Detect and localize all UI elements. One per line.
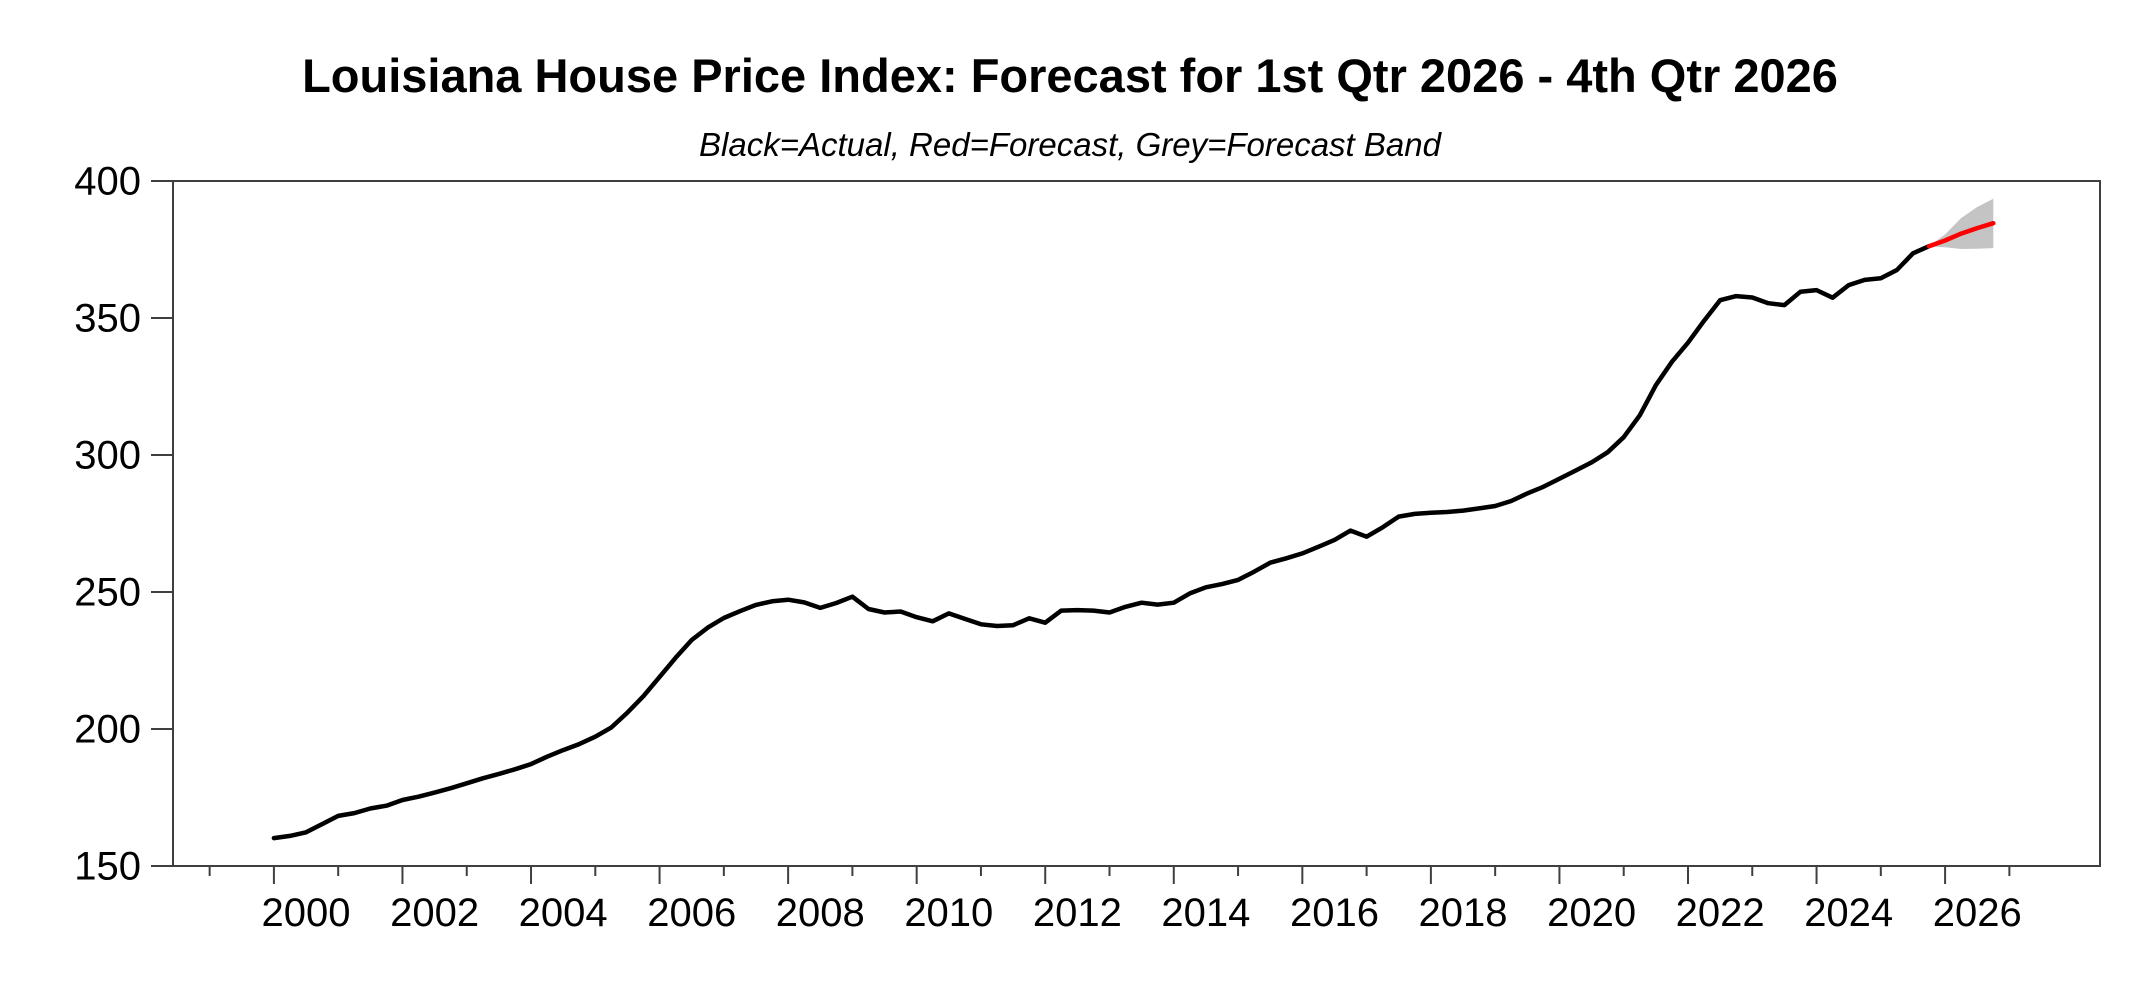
- x-axis-label: 2014: [1161, 891, 1250, 935]
- x-axis-label: 2000: [262, 891, 351, 935]
- y-axis-label: 300: [74, 434, 141, 478]
- x-axis-label: 2018: [1419, 891, 1508, 935]
- forecast-band: [1929, 198, 1994, 249]
- x-axis-label: 2008: [776, 891, 865, 935]
- forecast-series-line: [1926, 220, 1996, 249]
- x-axis-label: 2016: [1290, 891, 1379, 935]
- x-axis-label: 2026: [1933, 891, 2022, 935]
- x-axis-label: 2012: [1033, 891, 1122, 935]
- x-axis-label: 2024: [1804, 891, 1893, 935]
- y-axis-label: 350: [74, 297, 141, 341]
- x-axis-label: 2006: [647, 891, 736, 935]
- chart-title: Louisiana House Price Index: Forecast fo…: [302, 49, 1838, 102]
- y-axis-label: 200: [74, 708, 141, 752]
- x-axis-label: 2022: [1676, 891, 1765, 935]
- actual-series-line: [271, 243, 1932, 841]
- x-axis-label: 2004: [519, 891, 608, 935]
- x-axis-label: 2002: [390, 891, 479, 935]
- x-axis-label: 2020: [1547, 891, 1636, 935]
- y-axis-label: 250: [74, 571, 141, 615]
- x-axis-label: 2010: [904, 891, 993, 935]
- y-axis-label: 400: [74, 160, 141, 204]
- axis-box: [172, 180, 2101, 867]
- chart-subtitle: Black=Actual, Red=Forecast, Grey=Forecas…: [699, 126, 1441, 163]
- y-axis-label: 150: [74, 845, 141, 889]
